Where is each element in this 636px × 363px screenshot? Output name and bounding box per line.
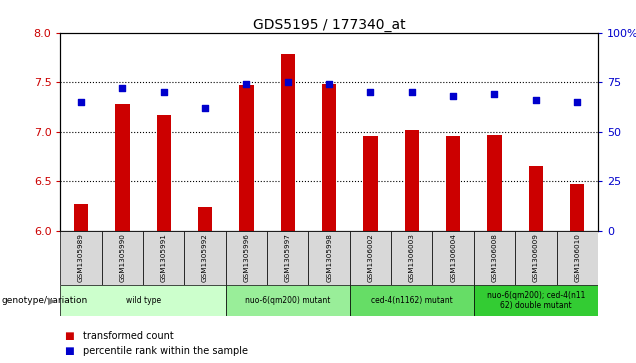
Text: GSM1306009: GSM1306009	[533, 233, 539, 282]
Text: GSM1305996: GSM1305996	[244, 233, 249, 282]
Bar	[432, 231, 474, 285]
Point	[530, 97, 541, 103]
Text: nuo-6(qm200) mutant: nuo-6(qm200) mutant	[245, 296, 331, 305]
Bar	[74, 204, 88, 231]
Text: GSM1305992: GSM1305992	[202, 233, 208, 282]
Text: ced-4(n1162) mutant: ced-4(n1162) mutant	[371, 296, 453, 305]
Bar	[226, 231, 267, 285]
Text: GSM1306010: GSM1306010	[574, 233, 580, 282]
Point	[448, 93, 458, 99]
Bar	[487, 135, 502, 231]
Point	[490, 91, 500, 97]
Bar	[60, 285, 226, 316]
Point	[76, 99, 86, 105]
Text: GSM1306003: GSM1306003	[409, 233, 415, 282]
Text: ■: ■	[64, 331, 73, 341]
Bar	[267, 231, 308, 285]
Bar	[391, 231, 432, 285]
Bar	[446, 135, 460, 231]
Point	[282, 79, 293, 85]
Bar	[198, 207, 212, 231]
Text: GSM1305998: GSM1305998	[326, 233, 332, 282]
Text: GSM1305997: GSM1305997	[285, 233, 291, 282]
Bar	[239, 85, 254, 231]
Bar	[308, 231, 350, 285]
Point	[407, 89, 417, 95]
Text: GSM1305989: GSM1305989	[78, 233, 84, 282]
Bar	[226, 285, 350, 316]
Point	[324, 81, 335, 87]
Bar	[350, 285, 474, 316]
Text: percentile rank within the sample: percentile rank within the sample	[83, 346, 247, 356]
Bar	[143, 231, 184, 285]
Bar	[556, 231, 598, 285]
Point	[200, 105, 210, 111]
Bar	[60, 231, 102, 285]
Title: GDS5195 / 177340_at: GDS5195 / 177340_at	[253, 18, 405, 32]
Point	[366, 89, 376, 95]
Bar	[115, 104, 130, 231]
Text: nuo-6(qm200); ced-4(n11
62) double mutant: nuo-6(qm200); ced-4(n11 62) double mutan…	[487, 291, 585, 310]
Bar	[350, 231, 391, 285]
Bar	[322, 84, 336, 231]
Text: GSM1305991: GSM1305991	[161, 233, 167, 282]
Bar	[474, 285, 598, 316]
Bar	[515, 231, 556, 285]
Text: GSM1305990: GSM1305990	[120, 233, 125, 282]
Text: wild type: wild type	[125, 296, 161, 305]
Bar	[102, 231, 143, 285]
Point	[159, 89, 169, 95]
Bar	[156, 115, 171, 231]
Point	[572, 99, 583, 105]
Bar	[404, 130, 419, 231]
Point	[242, 81, 252, 87]
Text: transformed count: transformed count	[83, 331, 174, 341]
Bar	[280, 54, 295, 231]
Bar	[474, 231, 515, 285]
Bar	[529, 166, 543, 231]
Bar	[570, 184, 584, 231]
Text: ■: ■	[64, 346, 73, 356]
Text: GSM1306008: GSM1306008	[492, 233, 497, 282]
Text: GSM1306004: GSM1306004	[450, 233, 456, 282]
Bar	[363, 135, 378, 231]
Point	[118, 85, 128, 91]
Text: ▶: ▶	[48, 295, 56, 306]
Bar	[184, 231, 226, 285]
Text: genotype/variation: genotype/variation	[1, 296, 88, 305]
Text: GSM1306002: GSM1306002	[368, 233, 373, 282]
